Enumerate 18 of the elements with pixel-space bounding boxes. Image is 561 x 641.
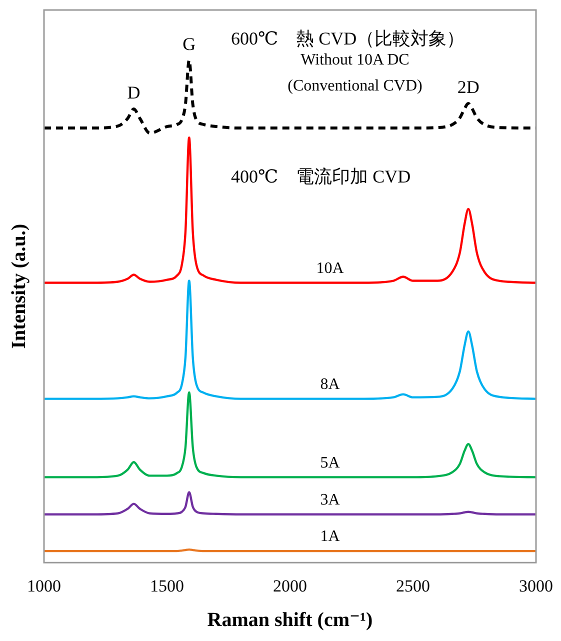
- series-label: 5A: [320, 454, 340, 472]
- annotation: D: [127, 82, 140, 103]
- series-label: 8A: [320, 376, 340, 394]
- y-axis-title: Intensity (a.u.): [8, 224, 30, 349]
- x-tick-label: 1000: [27, 576, 61, 596]
- series-label: 1A: [320, 528, 340, 546]
- annotation: 2D: [457, 77, 480, 98]
- series-label: 3A: [320, 492, 340, 509]
- text: Without 10A DC (Conventional CVD): [288, 51, 422, 94]
- series-label: 10A: [316, 260, 344, 277]
- x-axis-title: Raman shift (cm⁻¹): [207, 609, 373, 632]
- x-tick-label: 2500: [396, 576, 430, 596]
- x-tick-label: 2000: [273, 576, 307, 596]
- x-tick-label: 3000: [519, 576, 553, 596]
- annotation: G: [182, 34, 196, 54]
- x-tick-label: 1500: [150, 576, 184, 596]
- annotation: 400℃ 電流印加 CVD: [230, 166, 411, 187]
- text: 600℃ 熱 CVD（比較対象）: [230, 28, 465, 48]
